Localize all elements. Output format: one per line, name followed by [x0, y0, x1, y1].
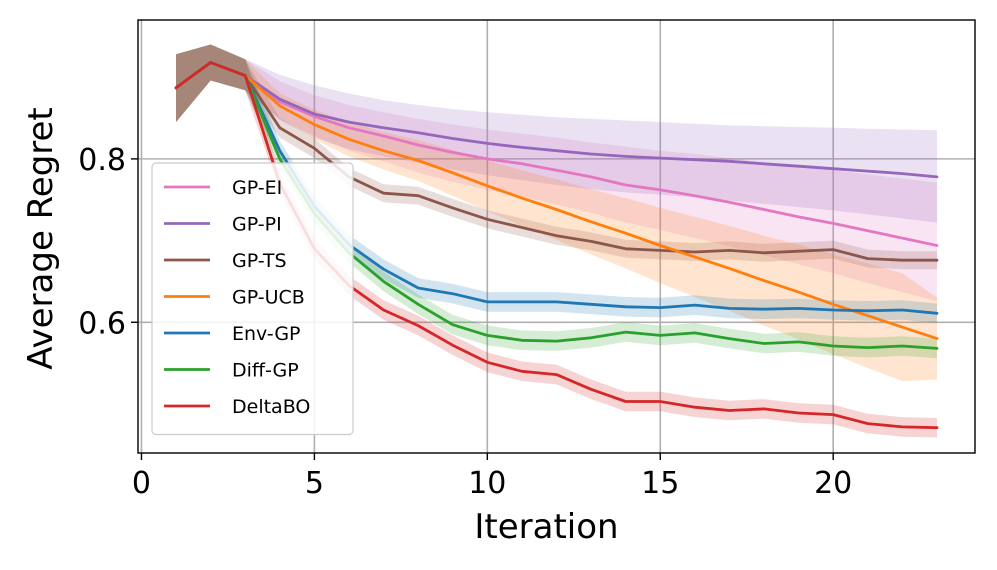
x-tick-label: 5 — [305, 466, 324, 501]
legend-label-gp-ucb: GP-UCB — [232, 287, 305, 309]
gp-pi-line — [174, 61, 939, 179]
gp-pi-confidence-band — [176, 44, 937, 223]
legend-label-diff-gp: Diff-GP — [232, 360, 299, 382]
legend-label-gp-ts: GP-TS — [232, 250, 287, 272]
gp-ts-confidence-band — [176, 44, 937, 270]
gp-ucb-line — [174, 61, 939, 341]
legend: GP-EI GP-PI GP-TS GP-UCB Env-GP Diff-GP DeltaB… — [151, 162, 354, 436]
y-tick-label: 0.8 — [78, 143, 126, 178]
y-tick-label: 0.6 — [78, 306, 126, 341]
x-tick-label: 10 — [468, 466, 506, 501]
axis-ticks: 0 5 10 15 20 0.6 0.8 — [78, 143, 852, 501]
x-axis-label: Iteration — [474, 507, 618, 547]
legend-label-deltabo: DeltaBO — [232, 396, 310, 418]
gp-ei-confidence-band — [176, 44, 937, 301]
y-axis-label: Average Regret — [21, 107, 61, 370]
plot-frame — [137, 19, 976, 454]
x-tick-label: 0 — [132, 466, 151, 501]
gp-ei-line — [174, 61, 939, 247]
gp-ts-line — [174, 61, 939, 262]
legend-box — [151, 162, 354, 436]
legend-label-gp-ei: GP-EI — [232, 177, 282, 199]
gp-ucb-confidence-band — [176, 44, 937, 382]
legend-label-gp-pi: GP-PI — [232, 214, 282, 236]
legend-label-env-gp: Env-GP — [232, 323, 301, 345]
x-tick-label: 15 — [641, 466, 679, 501]
env-gp-confidence-band — [176, 44, 937, 324]
x-tick-label: 20 — [814, 466, 852, 501]
